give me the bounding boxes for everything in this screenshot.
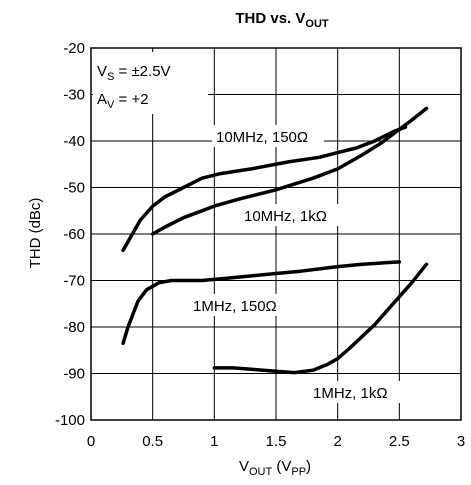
x-tick-label: 0.5: [142, 433, 163, 450]
y-tick-label: -80: [63, 319, 85, 336]
series-line-3: [212, 262, 429, 375]
y-tick-label: -90: [63, 366, 85, 383]
y-axis-title: THD (dBc): [27, 198, 44, 269]
label-10mhz-1kohm: 10MHz, 1kΩ: [244, 208, 327, 225]
label-bg-10mhz-1k: [240, 204, 356, 226]
y-tick-label: -50: [63, 180, 85, 197]
y-tick-label: -60: [63, 226, 85, 243]
y-tick-label: -100: [55, 412, 85, 429]
label-bg-10mhz-150: [212, 125, 324, 147]
y-tick-label: -20: [63, 40, 85, 57]
y-tick-labels: -100 -90 -80 -70 -60 -50 -40 -30 -20: [55, 40, 85, 429]
label-1mhz-150ohm: 1MHz, 150Ω: [193, 298, 277, 315]
series-line-0: [121, 125, 408, 253]
condition-gain: AV = +2: [97, 91, 149, 111]
label-bg-1mhz-150: [191, 294, 291, 316]
x-tick-labels: 0 0.5 1 1.5 2 2.5 3: [87, 433, 465, 450]
x-tick-label: 3: [457, 433, 465, 450]
series-lines: [121, 106, 429, 375]
conditions-box: [93, 52, 208, 114]
x-tick-label: 2: [333, 433, 341, 450]
x-tick-label: 0: [87, 433, 95, 450]
label-10mhz-150ohm: 10MHz, 150Ω: [216, 129, 308, 146]
x-axis-title: VOUT (VPP): [239, 458, 311, 478]
series-line-2: [121, 260, 402, 346]
x-tick-label: 1.5: [266, 433, 287, 450]
x-tick-label: 2.5: [389, 433, 410, 450]
y-tick-label: -70: [63, 273, 85, 290]
series-line-1: [150, 106, 429, 236]
x-tick-label: 1: [210, 433, 218, 450]
chart-title: THD vs. VOUT: [235, 10, 329, 30]
y-tick-label: -40: [63, 133, 85, 150]
condition-supply: VS = ±2.5V: [97, 63, 171, 83]
label-1mhz-1kohm: 1MHz, 1kΩ: [313, 385, 388, 402]
plot-frame: [90, 47, 462, 421]
label-bg-1mhz-1k: [310, 381, 414, 403]
y-tick-label: -30: [63, 87, 85, 104]
